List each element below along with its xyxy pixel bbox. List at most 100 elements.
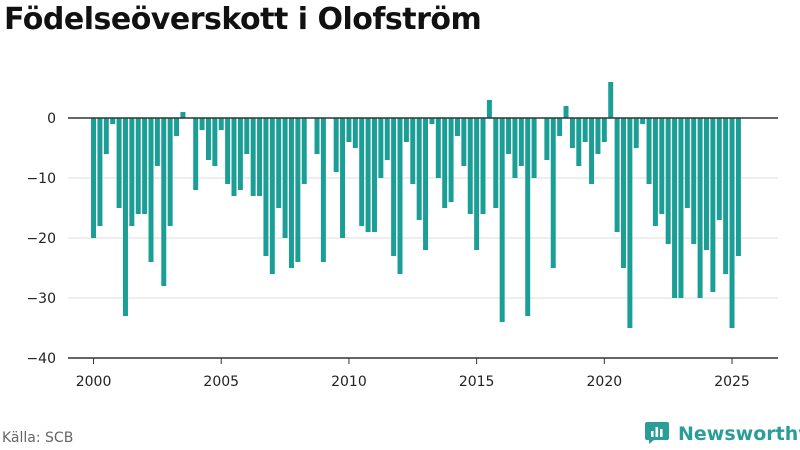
bar [569,118,575,148]
gridlines [68,177,778,299]
bar [276,118,282,208]
newsworthy-logo[interactable]: Newsworthy [644,420,800,448]
bar [506,118,512,154]
bar [154,118,160,166]
bar [589,118,595,184]
bar [174,118,180,136]
chart-title: Födelseöverskott i Olofström [4,2,482,37]
bar [371,118,377,232]
bar [97,118,103,226]
bars [91,82,741,328]
x-tick-label: 2015 [459,374,495,390]
bar-chart: 0 −10 −20 −30 −40 2000 2005 2010 2015 2020 2025 [26,82,778,390]
bar [486,100,492,118]
bar [142,118,148,214]
bar [116,118,122,208]
bar [729,118,735,328]
bar [263,118,269,256]
bar [499,118,505,322]
y-tick-label: −40 [26,351,56,367]
bar [691,118,697,244]
x-tick-label: 2010 [331,374,367,390]
tick-labels: 0 −10 −20 −30 −40 2000 2005 2010 2015 2020 2025 [26,111,749,390]
bar [665,118,671,244]
bar [295,118,301,262]
bar [416,118,422,220]
bar [333,118,339,172]
bar [359,118,365,226]
source-label: Källa: SCB [2,430,74,446]
bar [697,118,703,298]
bar [212,118,218,166]
bar [448,118,454,202]
bar [723,118,729,274]
bar [557,118,563,136]
bar [620,118,626,268]
bar [576,118,582,166]
bar [378,118,384,178]
y-tick-label: −10 [26,171,56,187]
bar [512,118,518,178]
bar [633,118,639,148]
axes [68,117,778,364]
bar [340,118,346,238]
x-tick-label: 2005 [203,374,239,390]
y-tick-label: −30 [26,291,56,307]
bar [110,118,116,124]
bar [525,118,531,316]
bar [703,118,709,250]
bar [678,118,684,298]
bar [454,118,460,136]
bar [595,118,601,154]
bar [231,118,237,196]
bar [544,118,550,160]
bar [672,118,678,298]
bar [167,118,173,226]
bar [269,118,275,274]
bar [352,118,358,148]
bar [135,118,141,214]
bar [257,118,263,196]
y-tick-label: 0 [47,111,56,127]
bar [250,118,256,196]
bar [493,118,499,208]
bar [442,118,448,208]
bar [652,118,658,226]
bar [244,118,250,154]
bar [346,118,352,142]
bar [518,118,524,166]
x-tick-label: 2000 [76,374,112,390]
bar [461,118,467,166]
bar [467,118,473,214]
bar [301,118,307,184]
bar-chart-icon [644,419,670,449]
bar [91,118,97,238]
bar [410,118,416,184]
bar [384,118,390,160]
y-tick-label: −20 [26,231,56,247]
bar [288,118,294,268]
bar [205,118,211,160]
bar [423,118,429,250]
bar [180,112,186,118]
bar [608,82,614,118]
bar [646,118,652,184]
brand-name: Newsworthy [678,423,800,445]
bar [429,118,435,124]
bar [659,118,665,214]
bar [148,118,154,262]
bar [225,118,231,184]
bar [391,118,397,256]
bar [601,118,607,142]
bar [237,118,243,190]
x-tick-label: 2020 [587,374,623,390]
bar [282,118,288,238]
bar [716,118,722,220]
bar [403,118,409,142]
bar [199,118,205,130]
bar [684,118,690,208]
bar [474,118,480,250]
bar [480,118,486,214]
bar [397,118,403,274]
bar [582,118,588,142]
